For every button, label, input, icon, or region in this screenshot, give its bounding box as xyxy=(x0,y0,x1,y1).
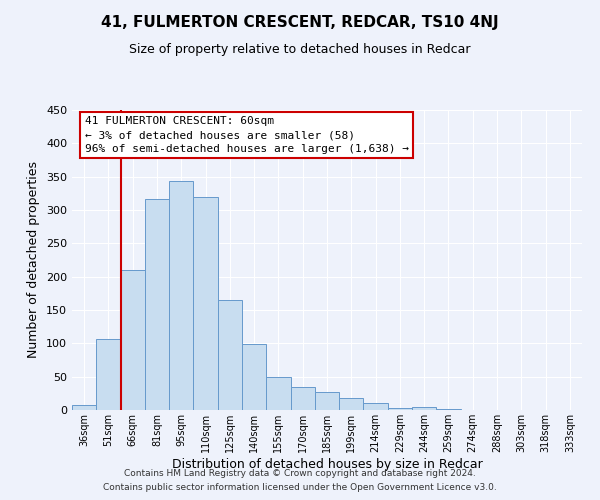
Text: 41, FULMERTON CRESCENT, REDCAR, TS10 4NJ: 41, FULMERTON CRESCENT, REDCAR, TS10 4NJ xyxy=(101,15,499,30)
Bar xyxy=(388,408,412,410)
Bar xyxy=(72,404,96,410)
Bar xyxy=(145,200,169,410)
Bar xyxy=(412,406,436,410)
Bar xyxy=(266,376,290,410)
Y-axis label: Number of detached properties: Number of detached properties xyxy=(28,162,40,358)
Bar xyxy=(315,392,339,410)
Text: Contains HM Land Registry data © Crown copyright and database right 2024.: Contains HM Land Registry data © Crown c… xyxy=(124,468,476,477)
Bar xyxy=(193,196,218,410)
Text: 41 FULMERTON CRESCENT: 60sqm
← 3% of detached houses are smaller (58)
96% of sem: 41 FULMERTON CRESCENT: 60sqm ← 3% of det… xyxy=(85,116,409,154)
Bar xyxy=(290,386,315,410)
Bar xyxy=(96,338,121,410)
Bar xyxy=(242,344,266,410)
Text: Contains public sector information licensed under the Open Government Licence v3: Contains public sector information licen… xyxy=(103,484,497,492)
Bar xyxy=(364,404,388,410)
Bar xyxy=(218,300,242,410)
Bar xyxy=(121,270,145,410)
X-axis label: Distribution of detached houses by size in Redcar: Distribution of detached houses by size … xyxy=(172,458,482,470)
Bar xyxy=(339,398,364,410)
Text: Size of property relative to detached houses in Redcar: Size of property relative to detached ho… xyxy=(129,42,471,56)
Bar xyxy=(169,182,193,410)
